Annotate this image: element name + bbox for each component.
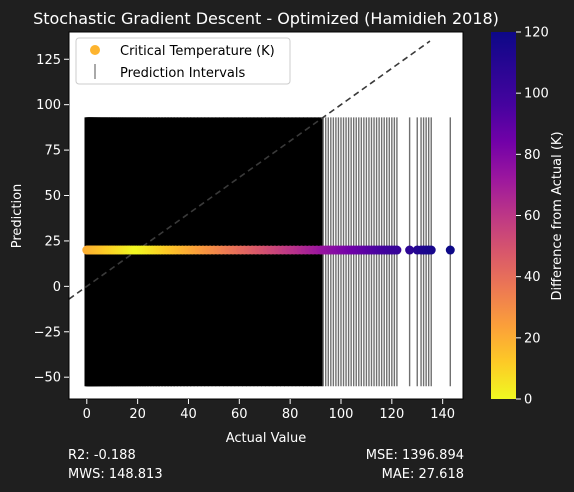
legend-box [75,37,291,85]
y-tick-label: 25 [44,234,61,249]
colorbar-axis: 0 20 40 60 80 100 120 [516,26,549,408]
r2-metric: R2: -0.188 [68,448,136,463]
colorbar-tick-label: 40 [524,270,541,285]
legend-label-intervals: Prediction Intervals [120,66,245,81]
reference-line [69,40,431,300]
y-tick-label: 75 [44,144,61,159]
legend-marker-points [90,45,100,55]
colorbar-tick-label: 120 [524,26,549,41]
chart-title: Stochastic Gradient Descent - Optimized … [33,9,499,28]
data-point [445,245,455,255]
x-tick-label: 80 [282,407,299,422]
mws-metric: MWS: 148.813 [68,467,163,482]
y-axis-label: Prediction [10,184,25,249]
x-tick-label: 140 [430,407,455,422]
legend: Critical Temperature (K) Prediction Inte… [75,37,291,85]
data-point [392,245,402,255]
x-tick-label: 0 [83,407,91,422]
y-tick-label: −25 [34,325,61,340]
x-axis-label: Actual Value [226,431,307,446]
colorbar-tick-label: 60 [524,209,541,224]
colorbar-tick-label: 100 [524,87,549,102]
x-tick-label: 120 [379,407,404,422]
plot-frame [68,31,464,400]
colorbar-tick-label: 20 [524,331,541,346]
y-tick-label: 50 [44,189,61,204]
mse-metric: MSE: 1396.894 [365,448,464,463]
colorbar [491,32,516,399]
data-points [82,245,455,255]
legend-label-points: Critical Temperature (K) [120,44,275,59]
y-tick-label: 125 [36,53,61,68]
data-point [426,245,436,255]
colorbar-label: Difference from Actual (K) [550,131,565,300]
y-axis: −50 −25 0 25 50 75 100 125 [34,53,69,386]
y-tick-label: 0 [53,280,61,295]
y-tick-label: 100 [36,98,61,113]
data-point [405,245,415,255]
x-tick-label: 40 [180,407,197,422]
colorbar-tick-label: 80 [524,148,541,163]
y-tick-label: −50 [34,371,61,386]
x-tick-label: 20 [129,407,146,422]
x-tick-label: 100 [329,407,354,422]
colorbar-tick-label: 0 [524,393,532,408]
x-tick-label: 60 [231,407,248,422]
x-axis: 0 20 40 60 80 100 120 140 [83,399,455,422]
mae-metric: MAE: 27.618 [381,467,464,482]
